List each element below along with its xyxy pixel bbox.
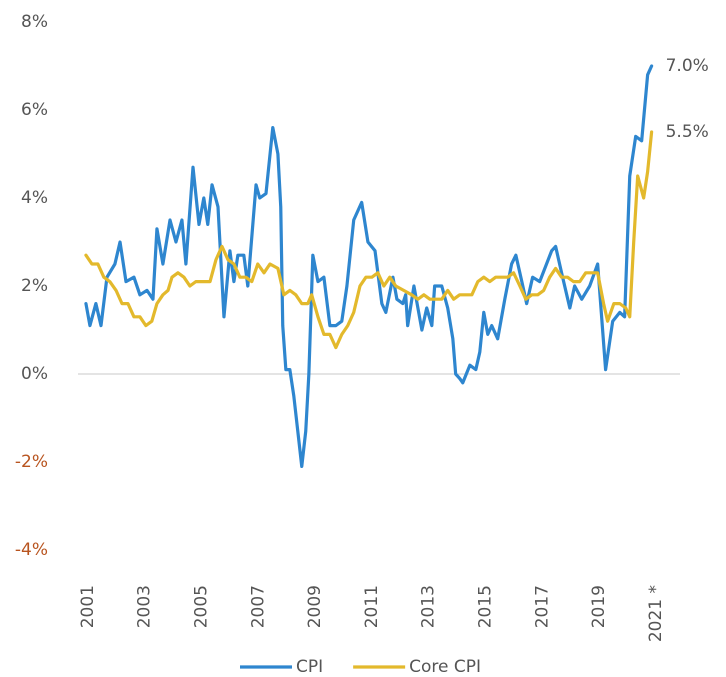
y-tick-label: 4% (21, 188, 48, 208)
x-tick-label: 2001 (78, 585, 98, 628)
y-tick-label: -2% (15, 452, 48, 472)
end-label: 5.5% (666, 122, 709, 142)
y-tick-label: 0% (21, 364, 48, 384)
legend-label: CPI (296, 657, 323, 677)
x-tick-label: 2011 (362, 585, 382, 628)
x-tick-label: 2015 (475, 585, 495, 628)
y-tick-label: 6% (21, 100, 48, 120)
legend-label: Core CPI (409, 657, 481, 677)
x-tick-label: 2009 (305, 585, 325, 628)
x-tick-label: 2019 (589, 585, 609, 628)
x-tick-label: 2003 (135, 585, 155, 628)
x-tick-label: 2021 * (646, 585, 666, 642)
x-tick-label: 2017 (532, 585, 552, 628)
x-tick-label: 2013 (419, 585, 439, 628)
y-tick-label: -4% (15, 540, 48, 560)
line-series (84, 130, 654, 350)
line-series (84, 64, 654, 468)
end-label: 7.0% (666, 56, 709, 76)
x-tick-label: 2005 (192, 585, 212, 628)
y-tick-label: 8% (21, 12, 48, 32)
x-tick-label: 2007 (248, 585, 268, 628)
y-tick-label: 2% (21, 276, 48, 296)
